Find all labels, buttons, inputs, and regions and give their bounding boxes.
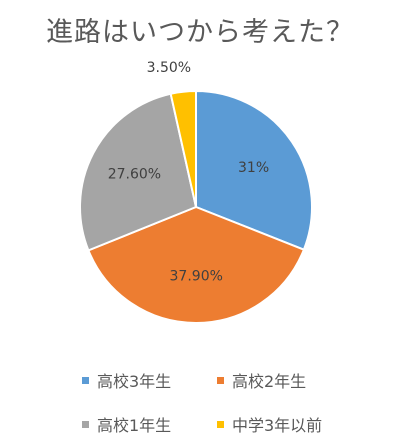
legend-swatch-middle-school-3-or-earlier bbox=[217, 420, 224, 428]
legend-label-high-school-3: 高校3年生 bbox=[97, 372, 172, 391]
chart-title: 進路はいつから考えた？ bbox=[46, 17, 354, 48]
legend-label-middle-school-3-or-earlier: 中学3年以前 bbox=[232, 416, 323, 435]
legend-label-high-school-2: 高校2年生 bbox=[232, 372, 307, 391]
pie-slice-high-school-2 bbox=[87, 205, 306, 324]
legend-swatch-high-school-2 bbox=[217, 376, 224, 384]
legend-item-high-school-2: 高校2年生 bbox=[217, 368, 367, 392]
data-label-middle-school-3-or-earlier: 3.50% bbox=[147, 60, 191, 76]
data-label-high-school-3: 31% bbox=[238, 160, 269, 176]
legend-swatch-high-school-1 bbox=[82, 420, 89, 428]
legend-swatch-high-school-3 bbox=[82, 376, 89, 384]
legend-item-middle-school-3-or-earlier: 中学3年以前 bbox=[217, 412, 367, 436]
pie-slice-middle-school-3-or-earlier bbox=[169, 89, 197, 208]
data-label-high-school-2: 37.90% bbox=[170, 269, 223, 285]
legend-item-high-school-1: 高校1年生 bbox=[82, 412, 217, 436]
legend: 高校3年生 高校2年生 高校1年生 中学3年以前 bbox=[82, 368, 382, 436]
legend-label-high-school-1: 高校1年生 bbox=[97, 416, 172, 435]
pie-slice-high-school-1 bbox=[79, 92, 198, 252]
data-label-high-school-1: 27.60% bbox=[108, 167, 161, 183]
legend-item-high-school-3: 高校3年生 bbox=[82, 368, 217, 392]
pie-slice-high-school-3 bbox=[195, 89, 313, 252]
